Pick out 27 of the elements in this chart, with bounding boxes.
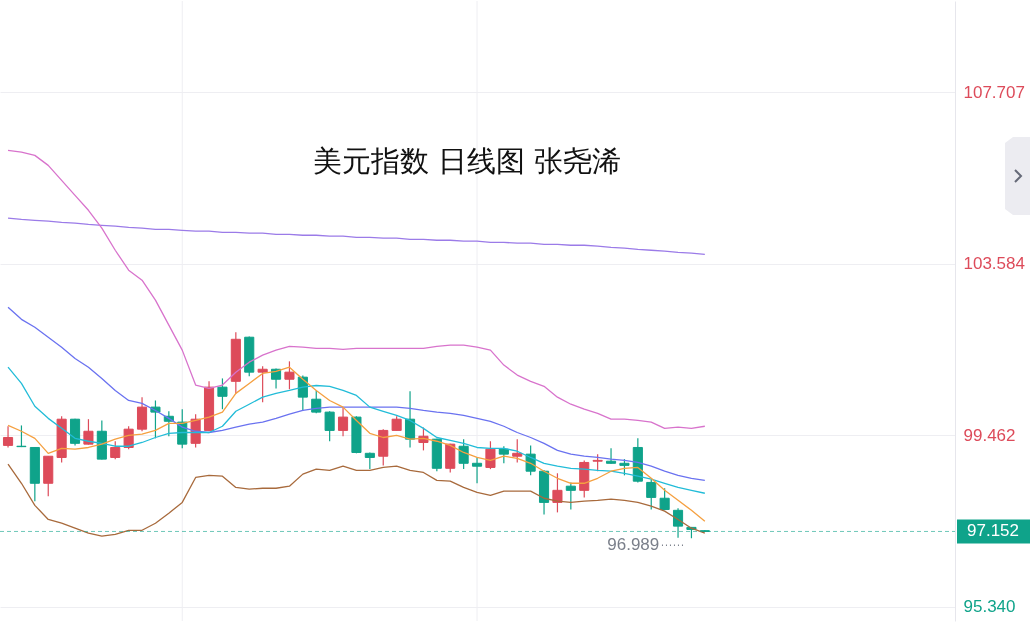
line-series [7,463,706,537]
y-tick-label: 99.462 [963,425,1016,445]
candlestick [672,507,684,539]
candlestick [136,396,148,432]
line-series [7,306,706,482]
text: 美元指数 日线图 张尧浠 [312,144,622,178]
line-series [7,217,706,256]
y-tick-label: 107.707 [963,82,1025,102]
candlestick [2,425,14,449]
candlestick [485,440,496,470]
candlestick [217,377,228,410]
annotation: 96.989 [607,535,660,555]
y-tick-label: 95.340 [963,597,1016,617]
y-tick-label: 103.584 [963,254,1025,274]
candlestick [284,360,295,390]
candlestick [471,456,483,484]
line-series [7,366,706,522]
candlestick [257,365,268,403]
candlestick [324,410,335,442]
candlestick [646,478,657,511]
candlestick [83,418,94,446]
candlestick [337,406,349,437]
candlestick [512,438,523,464]
candlestick [605,447,617,465]
ref-line-label: 97.152 [967,521,1019,541]
candlestick [565,481,576,511]
candlestick [458,438,469,470]
